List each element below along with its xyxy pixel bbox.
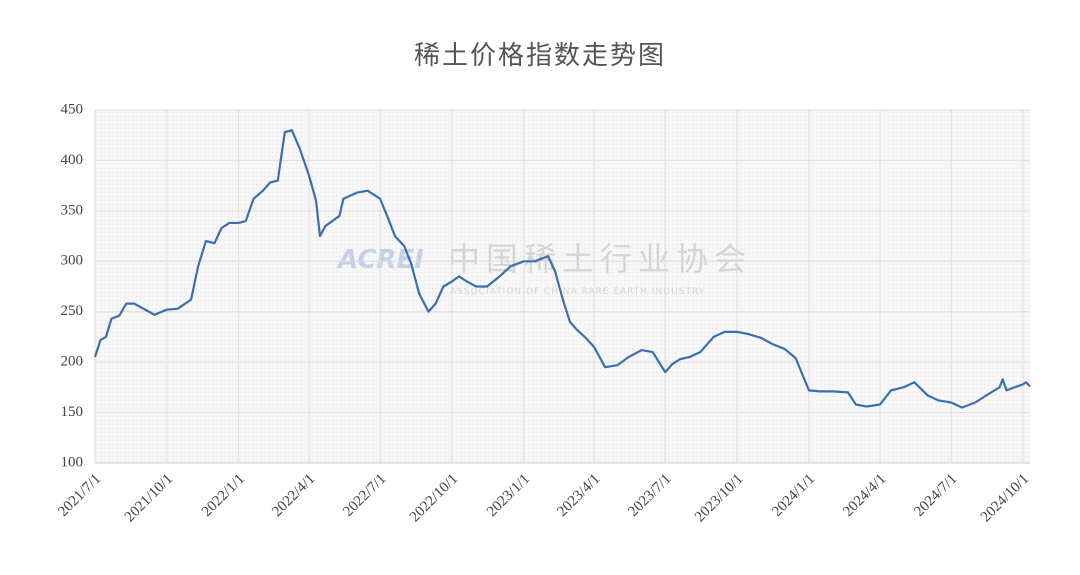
x-tick-label: 2022/10/1 bbox=[407, 471, 461, 525]
x-tick-label: 2024/7/1 bbox=[911, 471, 960, 520]
x-tick-label: 2023/1/1 bbox=[484, 471, 533, 520]
y-tick-label: 450 bbox=[61, 101, 84, 117]
y-tick-label: 300 bbox=[61, 253, 84, 269]
y-tick-label: 100 bbox=[61, 454, 84, 470]
x-tick-label: 2024/10/1 bbox=[978, 471, 1032, 525]
y-tick-label: 400 bbox=[61, 152, 84, 168]
x-tick-label: 2024/1/1 bbox=[769, 471, 818, 520]
watermark-name: 中国稀土行业协会 bbox=[448, 241, 752, 277]
watermark-sub: ASSOCIATION OF CHINA RARE EARTH INDUSTRY bbox=[450, 287, 705, 297]
chart-title: 稀土价格指数走势图 bbox=[414, 41, 666, 70]
y-tick-label: 350 bbox=[61, 202, 84, 218]
y-tick-label: 250 bbox=[61, 303, 84, 319]
x-tick-label: 2023/7/1 bbox=[625, 471, 674, 520]
x-tick-label: 2022/1/1 bbox=[199, 471, 248, 520]
x-tick-label: 2021/7/1 bbox=[55, 471, 104, 520]
x-tick-label: 2021/10/1 bbox=[122, 471, 176, 525]
data-line bbox=[93, 129, 1031, 409]
x-tick-label: 2022/7/1 bbox=[340, 471, 389, 520]
plot-area bbox=[95, 110, 1030, 463]
x-tick-label: 2022/4/1 bbox=[269, 471, 318, 520]
x-tick-label: 2023/10/1 bbox=[692, 471, 746, 525]
x-tick-label: 2024/4/1 bbox=[840, 471, 889, 520]
x-tick-label: 2023/4/1 bbox=[554, 471, 603, 520]
y-tick-label: 150 bbox=[61, 404, 84, 420]
y-tick-label: 200 bbox=[61, 354, 84, 370]
